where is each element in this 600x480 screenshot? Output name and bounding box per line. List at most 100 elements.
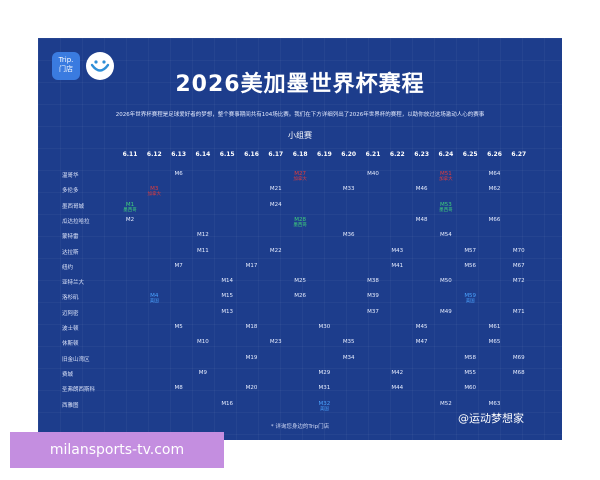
city-label: 波士顿 [62, 326, 79, 332]
match-cell: M35 [342, 339, 355, 346]
match-cell: M59 美国 [455, 293, 485, 305]
match-host-label: 加拿大 [439, 177, 453, 182]
match-cell: M12 [197, 232, 209, 239]
date-header: 6.12 [146, 151, 162, 158]
date-header: 6.21 [365, 151, 381, 158]
match-cell: M51 加拿大 [431, 171, 461, 183]
date-header: 6.13 [171, 151, 186, 158]
date-header: 6.19 [316, 151, 332, 158]
match-cell: M56 [464, 262, 477, 269]
city-label: 多伦多 [62, 188, 79, 195]
match-cell: M26 [294, 293, 306, 300]
city-label: 洛杉矶 [62, 295, 79, 302]
match-cell: M71 [512, 308, 525, 315]
match-cell: M9 [198, 369, 208, 376]
match-cell: M5 [174, 324, 183, 330]
city-label: 蒙特雷 [62, 234, 79, 241]
match-cell: M62 [488, 186, 501, 193]
date-header: 6.27 [511, 151, 527, 158]
city-label: 旧金山湾区 [62, 356, 90, 363]
match-cell: M22 [269, 247, 282, 254]
city-label: 费城 [62, 371, 74, 378]
match-cell: M67 [512, 262, 525, 269]
schedule-poster: Trip. 门店 2026美加墨世界杯赛程 2026年世界杯赛程是足球爱好者的梦… [38, 38, 562, 440]
match-cell: M1 墨西哥 [115, 202, 145, 214]
group-stage-heading: 小组赛 [288, 131, 312, 140]
match-cell: M47 [415, 339, 428, 346]
match-host-label: 加拿大 [147, 192, 162, 198]
match-host-label: 墨西哥 [123, 207, 137, 213]
date-header: 6.26 [487, 151, 502, 158]
match-cell: M36 [342, 232, 355, 239]
match-host-label: 墨西哥 [439, 207, 453, 213]
page-subtitle: 2026年世界杯赛程是足球爱好者的梦想，整个赛事期间共有104场比赛。我们在下方… [115, 112, 485, 118]
match-cell: M41 [391, 262, 404, 269]
match-cell: M61 [488, 324, 501, 330]
match-cell: M48 [415, 216, 428, 223]
match-cell: M21 [269, 186, 282, 193]
date-header: 6.17 [268, 151, 284, 158]
date-header: 6.11 [122, 151, 138, 158]
city-label: 休斯顿 [62, 341, 79, 348]
match-cell: M4 美国 [139, 293, 169, 305]
match-cell: M68 [512, 369, 525, 376]
date-header: 6.16 [244, 151, 259, 158]
match-cell: M11 [197, 247, 209, 254]
date-header: 6.22 [389, 151, 405, 158]
date-header: 6.23 [414, 151, 429, 158]
match-cell: M70 [512, 247, 525, 254]
match-cell: M58 [464, 354, 477, 361]
match-cell: M17 [245, 262, 258, 269]
match-cell: M43 [391, 247, 404, 254]
match-cell: M8 [174, 385, 183, 392]
city-label: 纽约 [62, 264, 74, 271]
match-cell: M60 [464, 385, 477, 392]
watermark-banner: milansports-tv.com [10, 432, 224, 468]
city-label: 温哥华 [62, 173, 79, 179]
match-cell: M37 [367, 308, 379, 315]
match-cell: M6 [174, 171, 183, 177]
city-label: 迈阿密 [62, 310, 79, 317]
match-cell: M20 [245, 385, 258, 392]
match-cell: M50 [440, 278, 452, 285]
trip-logo: Trip. 门店 [52, 52, 80, 80]
match-cell: M52 [440, 400, 452, 407]
match-cell: M53 墨西哥 [431, 202, 461, 214]
match-cell: M31 [318, 385, 331, 392]
match-host-label: 美国 [319, 406, 329, 412]
date-header: 6.14 [195, 151, 211, 158]
match-cell: M66 [488, 216, 501, 223]
match-cell: M39 [367, 293, 379, 300]
footnote: * 详询您身边的Trip门店 [270, 424, 330, 430]
match-cell: M46 [415, 186, 428, 193]
match-cell: M18 [245, 324, 258, 330]
match-cell: M49 [440, 308, 452, 315]
page-title: 2026美加墨世界杯赛程 [175, 72, 425, 97]
date-header: 6.20 [341, 151, 357, 158]
smile-logo-icon [86, 52, 114, 80]
match-cell: M55 [464, 369, 477, 376]
match-cell: M30 [318, 324, 331, 330]
match-cell: M2 [125, 216, 135, 223]
trip-logo-text-2: 门店 [59, 65, 73, 73]
city-label: 达拉斯 [62, 249, 79, 256]
date-header: 6.24 [438, 151, 454, 158]
match-cell: M24 [269, 201, 282, 208]
match-cell: M42 [391, 369, 404, 376]
match-cell: M7 [174, 262, 183, 269]
weibo-handle: @运动梦想家 [458, 412, 524, 425]
match-cell: M33 [342, 186, 355, 193]
match-cell: M63 [488, 400, 501, 407]
match-cell: M32 美国 [309, 401, 339, 413]
match-cell: M34 [342, 354, 355, 361]
match-cell: M28 墨西哥 [285, 217, 315, 229]
city-label: 墨西哥城 [62, 203, 85, 210]
date-header: 6.18 [292, 151, 308, 158]
match-host-label: 美国 [149, 299, 159, 305]
match-cell: M57 [464, 247, 477, 254]
match-cell: M44 [391, 385, 404, 392]
match-cell: M72 [512, 278, 525, 285]
match-cell: M45 [415, 324, 428, 330]
match-cell: M10 [197, 339, 209, 346]
city-label: 西雅图 [62, 402, 79, 409]
